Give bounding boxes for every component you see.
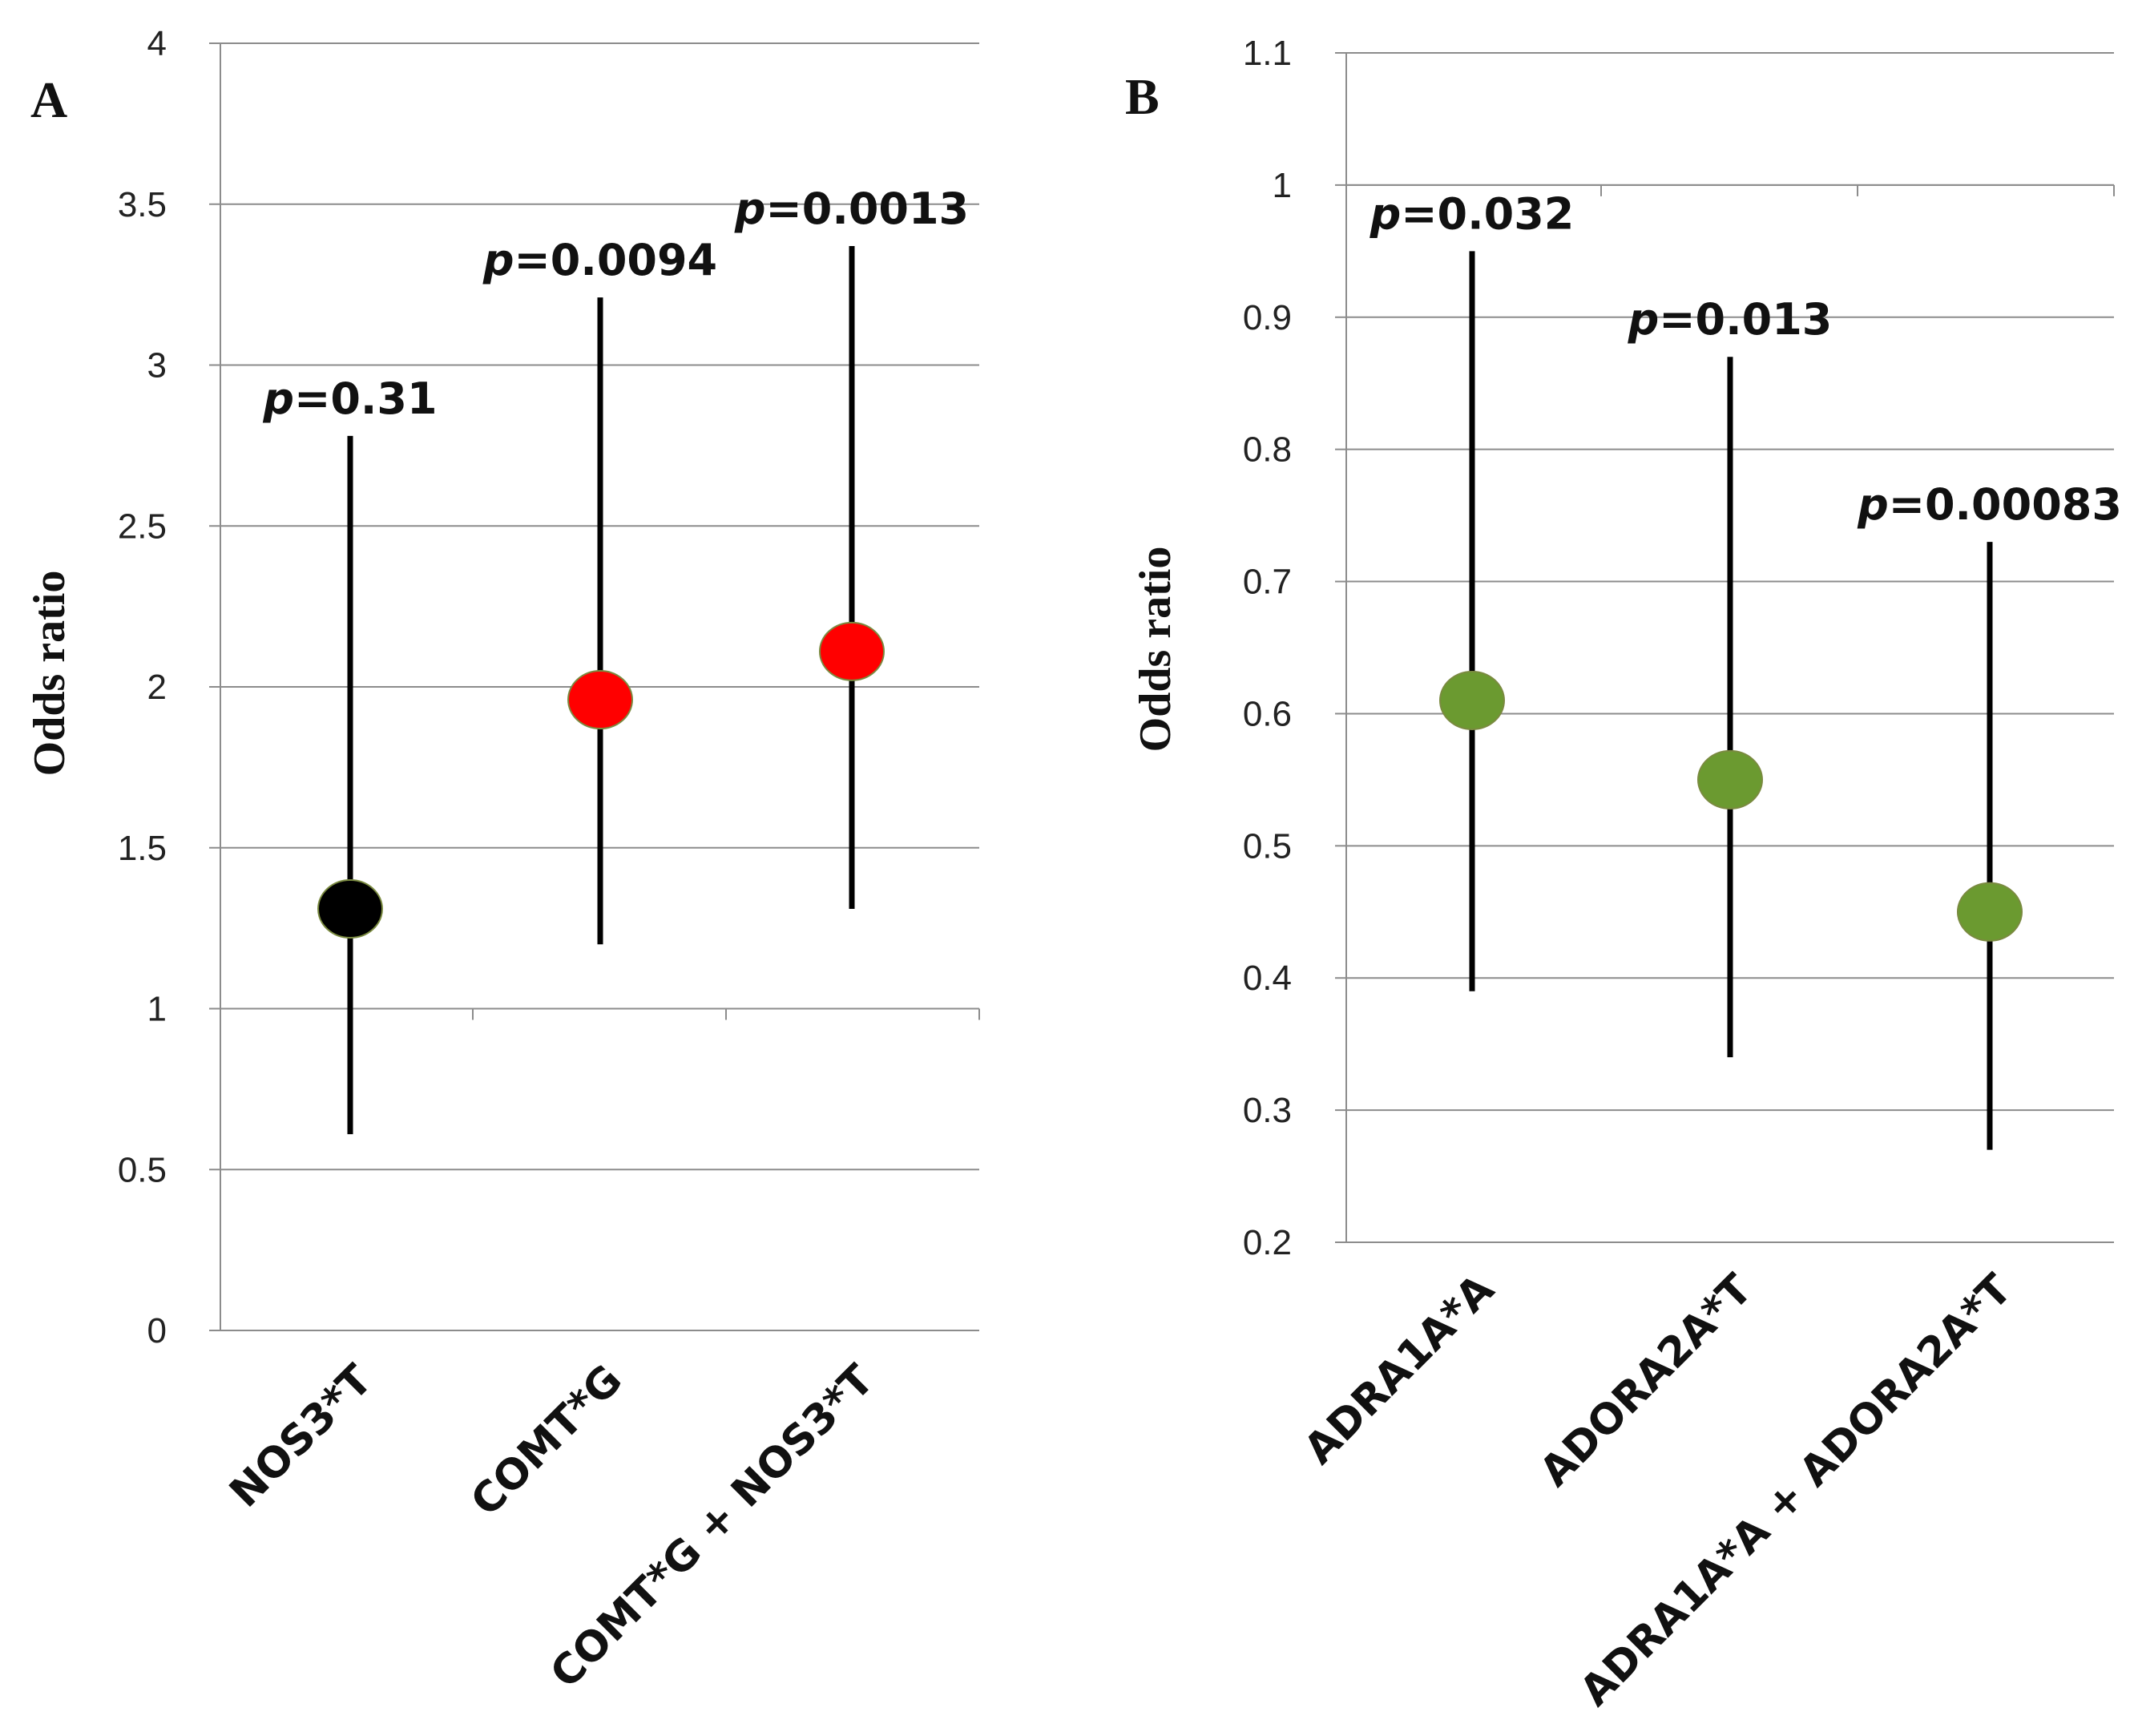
y-tick-label: 3.5 <box>118 185 167 224</box>
p-value-label: p=0.0094 <box>482 235 717 285</box>
x-category-label: COMT*G <box>462 1356 631 1526</box>
x-category-label: ADORA2A*T <box>1531 1265 1761 1496</box>
data-point <box>1698 751 1762 809</box>
y-tick-label: 0 <box>147 1311 167 1350</box>
panel-b-chart: B Odds ratio 0.2 0.3 0.4 0.5 0.6 0.7 0.8 0.9 1 1.… <box>1125 34 2122 1715</box>
y-tick-label: 3 <box>147 346 167 386</box>
y-tick-label: 0.7 <box>1243 563 1292 602</box>
panel-a-chart: A Odds ratio 0 0.5 1 1.5 2 2.5 3 3.5 4 NOS3*T COM… <box>25 24 979 1698</box>
data-point <box>1958 883 2022 941</box>
y-tick-label: 1.5 <box>118 829 167 868</box>
x-category-label: ADRA1A*A <box>1295 1266 1503 1474</box>
panel-b-label: B <box>1125 68 1160 125</box>
p-value-label: p=0.0013 <box>734 184 969 234</box>
figure: A Odds ratio 0 0.5 1 1.5 2 2.5 3 3.5 4 NOS3*T COM… <box>0 0 2134 1736</box>
x-category-label: NOS3*T <box>220 1355 381 1516</box>
panel-b-y-axis-label: Odds ratio <box>1131 547 1180 753</box>
data-point <box>318 880 382 938</box>
data-point <box>568 671 632 729</box>
p-value-label: p=0.00083 <box>1857 479 2122 530</box>
y-tick-label: 1.1 <box>1243 34 1292 73</box>
y-tick-label: 2 <box>147 668 167 707</box>
y-tick-label: 0.5 <box>118 1150 167 1189</box>
y-tick-label: 1 <box>147 990 167 1029</box>
y-tick-label: 0.3 <box>1243 1091 1292 1130</box>
y-tick-label: 0.6 <box>1243 694 1292 733</box>
panel-a-label: A <box>30 71 67 128</box>
data-point <box>820 623 884 680</box>
y-tick-label: 0.2 <box>1243 1223 1292 1262</box>
y-tick-label: 2.5 <box>118 507 167 546</box>
y-tick-label: 1 <box>1273 166 1292 205</box>
y-tick-label: 0.8 <box>1243 430 1292 470</box>
p-value-label: p=0.032 <box>1370 188 1575 239</box>
y-tick-label: 4 <box>147 24 167 63</box>
p-value-label: p=0.31 <box>262 373 437 424</box>
x-category-label: ADRA1A*A + ADORA2A*T <box>1571 1265 2022 1715</box>
y-tick-label: 0.9 <box>1243 298 1292 337</box>
p-value-label: p=0.013 <box>1628 294 1833 345</box>
y-tick-label: 0.5 <box>1243 826 1292 866</box>
y-tick-label: 0.4 <box>1243 959 1292 998</box>
panel-a-y-axis-label: Odds ratio <box>25 571 75 777</box>
data-point <box>1440 672 1504 729</box>
